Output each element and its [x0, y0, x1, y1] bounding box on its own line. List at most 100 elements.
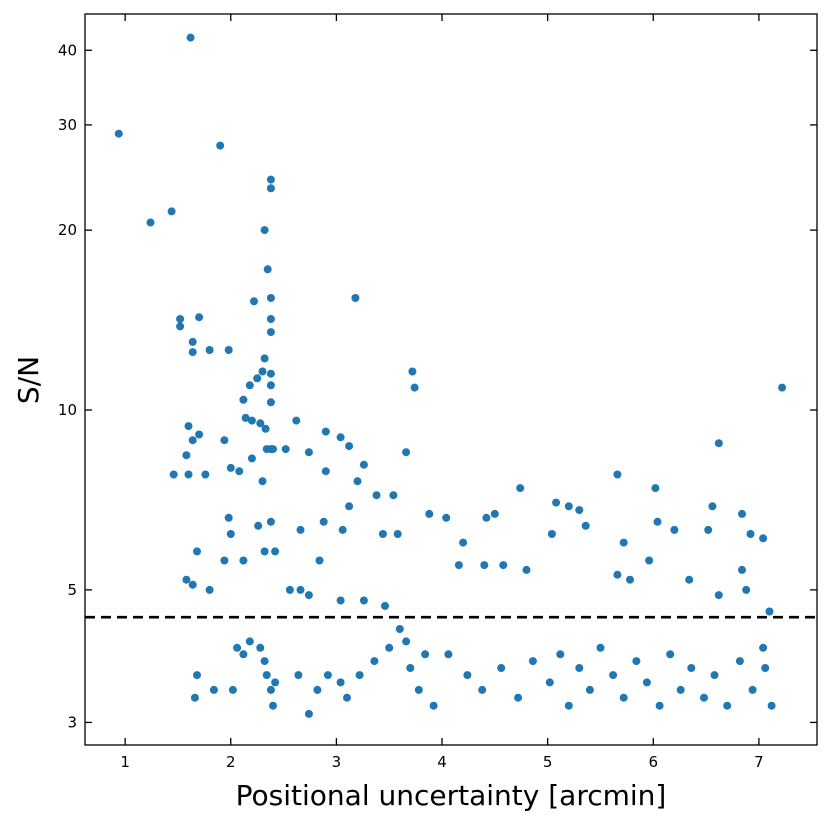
- y-tick-label: 40: [58, 41, 77, 59]
- data-point: [499, 561, 508, 570]
- y-tick-label: 30: [58, 116, 77, 134]
- data-point: [239, 395, 248, 404]
- data-point: [195, 313, 204, 322]
- data-point: [490, 509, 499, 518]
- data-point: [442, 513, 451, 522]
- data-point: [269, 445, 277, 454]
- data-point: [220, 556, 229, 565]
- data-point: [389, 491, 398, 500]
- data-point: [425, 509, 434, 518]
- data-point: [239, 650, 248, 659]
- data-point: [704, 525, 713, 534]
- data-point: [738, 565, 746, 574]
- data-point: [626, 575, 634, 584]
- data-point: [759, 534, 768, 543]
- data-point: [655, 701, 664, 710]
- data-point: [296, 525, 305, 534]
- data-point: [266, 328, 275, 337]
- data-point: [224, 346, 233, 354]
- data-point: [632, 657, 641, 666]
- data-point: [313, 685, 322, 694]
- data-point: [250, 297, 258, 306]
- data-point: [254, 521, 263, 530]
- data-point: [609, 671, 618, 680]
- data-point: [497, 664, 506, 672]
- data-point: [319, 517, 328, 526]
- data-point: [393, 530, 402, 538]
- data-point: [714, 439, 723, 448]
- data-point: [556, 650, 565, 659]
- x-tick-label: 3: [332, 753, 342, 771]
- data-point: [321, 467, 330, 476]
- data-point: [651, 484, 660, 493]
- x-tick-label: 6: [649, 753, 659, 771]
- data-point: [205, 346, 214, 354]
- data-point: [482, 513, 491, 522]
- data-point: [552, 498, 561, 507]
- data-point: [226, 530, 235, 538]
- data-point: [266, 381, 275, 390]
- data-point: [216, 141, 225, 150]
- data-point: [266, 685, 275, 694]
- data-point: [738, 509, 746, 518]
- data-point: [256, 643, 265, 652]
- data-point: [613, 570, 622, 579]
- data-point: [271, 547, 280, 556]
- data-points: [114, 33, 787, 718]
- data-point: [241, 413, 250, 422]
- data-point: [395, 625, 404, 633]
- data-point: [186, 33, 195, 42]
- data-point: [351, 294, 360, 302]
- y-tick-label: 20: [58, 221, 77, 239]
- data-point: [378, 530, 387, 538]
- data-point: [642, 678, 651, 687]
- data-point: [687, 664, 696, 672]
- y-tick-label: 5: [67, 581, 77, 599]
- data-point: [261, 424, 270, 433]
- data-point: [645, 556, 654, 565]
- data-point: [359, 460, 368, 469]
- data-point: [226, 463, 235, 472]
- data-point: [176, 322, 185, 331]
- x-tick-label: 2: [226, 753, 236, 771]
- data-point: [676, 685, 685, 694]
- data-point: [670, 525, 679, 534]
- data-point: [355, 671, 364, 680]
- data-point: [343, 693, 351, 702]
- x-tick-label: 4: [437, 753, 447, 771]
- data-point: [228, 685, 237, 694]
- data-point: [269, 701, 277, 710]
- data-point: [359, 596, 368, 605]
- data-point: [245, 637, 254, 646]
- data-point: [406, 664, 415, 672]
- data-point: [182, 575, 191, 584]
- data-point: [195, 430, 204, 439]
- data-point: [765, 607, 774, 616]
- data-point: [266, 369, 275, 378]
- data-point: [336, 678, 345, 687]
- data-point: [245, 381, 254, 390]
- data-point: [338, 525, 347, 534]
- data-point: [402, 637, 411, 646]
- data-point: [281, 445, 290, 454]
- data-point: [564, 502, 573, 511]
- data-point: [596, 643, 605, 652]
- data-point: [260, 547, 269, 556]
- data-point: [385, 643, 394, 652]
- data-point: [710, 671, 719, 680]
- data-point: [516, 484, 525, 493]
- data-point: [266, 398, 275, 407]
- data-point: [761, 664, 770, 672]
- data-point: [345, 442, 354, 451]
- data-point: [190, 693, 199, 702]
- data-point: [260, 354, 269, 363]
- plot-frame: [84, 13, 818, 746]
- data-point: [176, 315, 185, 323]
- data-point: [266, 315, 275, 323]
- data-point: [292, 416, 301, 425]
- data-point: [613, 470, 622, 479]
- data-point: [193, 547, 201, 556]
- data-point: [336, 433, 345, 442]
- data-point: [480, 561, 489, 570]
